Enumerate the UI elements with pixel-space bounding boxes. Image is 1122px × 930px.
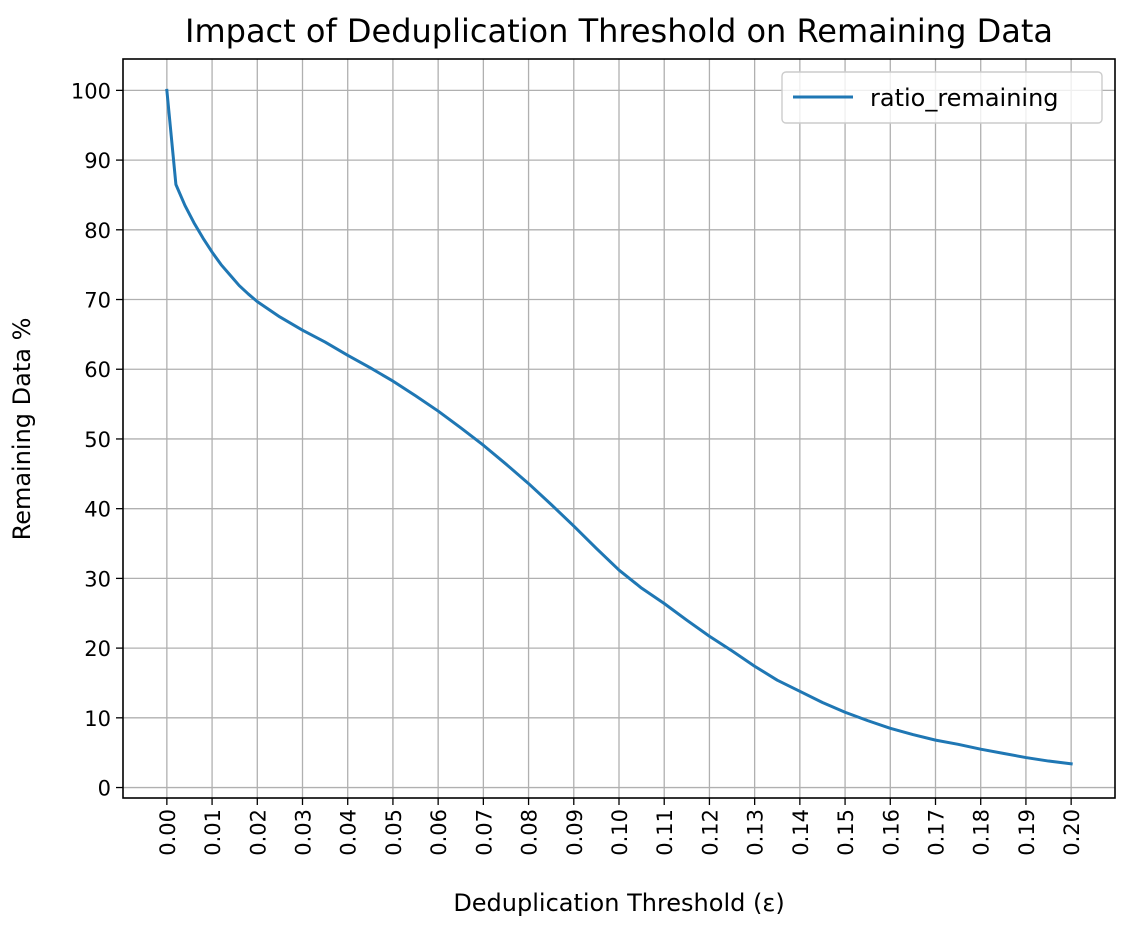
x-tick-label: 0.05: [382, 809, 406, 856]
x-tick-label: 0.20: [1060, 809, 1084, 856]
x-tick-label: 0.04: [337, 809, 361, 856]
legend-label: ratio_remaining: [870, 84, 1059, 112]
x-tick-label: 0.14: [789, 809, 813, 856]
y-tick-label: 100: [71, 79, 111, 103]
x-tick-label: 0.11: [653, 809, 677, 856]
chart-title: Impact of Deduplication Threshold on Rem…: [185, 12, 1053, 50]
y-tick-label: 70: [84, 289, 111, 313]
y-tick-label: 20: [84, 637, 111, 661]
x-tick-label: 0.15: [834, 809, 858, 856]
y-tick-label: 60: [84, 358, 111, 382]
y-tick-label: 0: [98, 777, 111, 801]
x-tick-label: 0.03: [292, 809, 316, 856]
x-axis-label: Deduplication Threshold (ε): [453, 889, 784, 917]
x-tick-label: 0.16: [879, 809, 903, 856]
x-tick-label: 0.17: [924, 809, 948, 856]
x-tick-label: 0.09: [563, 809, 587, 856]
legend: ratio_remaining: [781, 71, 1103, 124]
x-tick-label: 0.19: [1015, 809, 1039, 856]
y-tick-label: 80: [84, 219, 111, 243]
x-tick-label: 0.10: [608, 809, 632, 856]
y-axis-label: Remaining Data %: [8, 318, 36, 541]
y-tick-label: 40: [84, 498, 111, 522]
series-layer: [165, 88, 1073, 766]
x-tick-label: 0.13: [744, 809, 768, 856]
series-line-ratio-remaining: [165, 88, 1073, 766]
y-tick-label: 50: [84, 428, 111, 452]
x-tick-label: 0.07: [472, 809, 496, 856]
legend-box: [781, 71, 1103, 124]
y-tick-label: 30: [84, 567, 111, 591]
grid: [123, 59, 1115, 798]
x-tick-label: 0.12: [698, 809, 722, 856]
x-tick-label: 0.00: [156, 809, 180, 856]
y-tick-label: 10: [84, 707, 111, 731]
x-axis: 0.00 0.01 0.02 0.03 0.04 0.05 0.06 0.07 0.08 0.09…: [156, 798, 1084, 856]
x-tick-label: 0.06: [427, 809, 451, 856]
y-axis: 0 10 20 30 40 50 60 70 80 90 100: [71, 79, 123, 801]
y-tick-label: 90: [84, 149, 111, 173]
x-tick-label: 0.18: [970, 809, 994, 856]
x-tick-label: 0.08: [518, 809, 542, 856]
x-tick-label: 0.01: [201, 809, 225, 856]
x-tick-label: 0.02: [246, 809, 270, 856]
